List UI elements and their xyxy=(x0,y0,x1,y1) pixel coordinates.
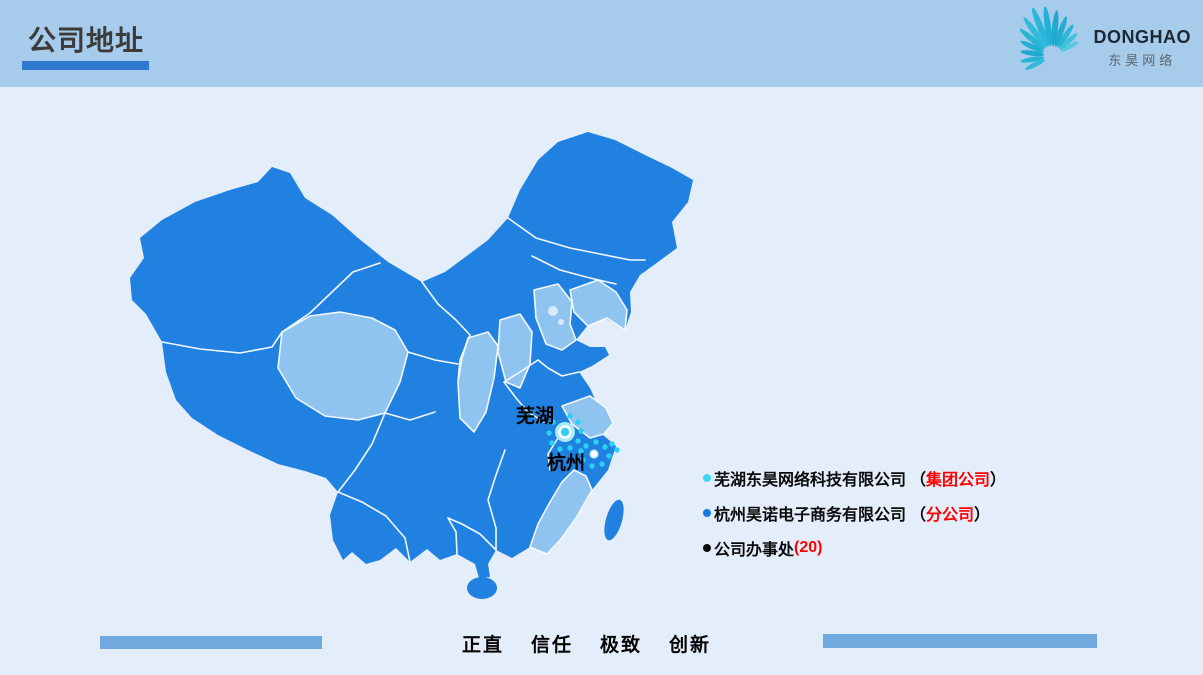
province-jiangsu xyxy=(561,395,614,439)
legend-highlight: (20) xyxy=(794,538,823,556)
legend-bullet-cyan xyxy=(703,473,711,482)
motto-word: 信任 xyxy=(531,635,574,656)
legend-label: 公司办事处 xyxy=(714,541,795,559)
marker-wuhu-hq xyxy=(555,422,575,442)
light-provinces xyxy=(277,279,628,555)
china-map-svg: 芜湖 杭州 xyxy=(130,132,693,599)
province-shaanxi xyxy=(457,331,499,433)
legend-item-offices: 公司办事处 (20) xyxy=(703,530,1006,565)
city-label-wuhu: 芜湖 xyxy=(516,404,554,427)
company-logo: DONGHAO 东昊网络 xyxy=(1019,4,1192,82)
page-title: 公司地址 xyxy=(28,25,145,56)
logo-brand: DONGHAO xyxy=(1093,27,1191,47)
province-tianjin xyxy=(558,319,564,325)
logo-text: DONGHAO 东昊网络 xyxy=(1094,27,1192,69)
province-fujian xyxy=(529,469,593,555)
company-motto: 正直 信任 极致 创新 xyxy=(462,630,711,657)
island-taiwan xyxy=(604,499,624,541)
legend-bullet-blue xyxy=(703,508,711,517)
province-borders xyxy=(161,217,646,563)
china-outline xyxy=(130,132,693,578)
province-beijing xyxy=(548,306,558,316)
legend-highlight: 分公司 xyxy=(926,506,975,524)
legend-item-branch: 杭州昊诺电子商务有限公司 （ 分公司 ） xyxy=(703,495,1006,530)
logo-brand-cn: 东昊网络 xyxy=(1108,53,1177,68)
legend-bullet-black xyxy=(703,543,711,552)
paren-open: （ xyxy=(910,471,927,489)
paren-open: （ xyxy=(910,506,927,524)
legend-label: 芜湖东昊网络科技有限公司 xyxy=(714,471,907,489)
office-dots-hangzhou xyxy=(578,439,620,469)
island-hainan xyxy=(467,577,497,599)
legend: 芜湖东昊网络科技有限公司 （ 集团公司 ） 杭州昊诺电子商务有限公司 （ 分公司… xyxy=(703,460,1006,565)
motto-word: 正直 xyxy=(462,635,505,656)
title-block: 公司地址 xyxy=(22,24,149,70)
title-underline xyxy=(22,60,149,70)
china-map: 芜湖 杭州 xyxy=(100,120,720,620)
province-hebei xyxy=(533,283,577,351)
paren-close: ） xyxy=(990,471,1007,489)
paren-close: ） xyxy=(974,506,991,524)
legend-item-group-hq: 芜湖东昊网络科技有限公司 （ 集团公司 ） xyxy=(703,460,1006,495)
header-band: 公司地址 xyxy=(0,0,1203,87)
city-label-hangzhou: 杭州 xyxy=(547,451,585,474)
legend-label: 杭州昊诺电子商务有限公司 xyxy=(714,506,907,524)
logo-fan-icon xyxy=(1019,6,1079,71)
marker-hangzhou-branch xyxy=(589,449,599,459)
province-qinghai xyxy=(277,311,409,421)
footer-bar-right xyxy=(823,634,1097,648)
footer-bar-left xyxy=(100,636,322,649)
province-liaoning xyxy=(569,279,628,331)
legend-highlight: 集团公司 xyxy=(926,471,991,489)
motto-word: 极致 xyxy=(600,635,643,656)
motto-word: 创新 xyxy=(669,635,712,656)
office-dots-wuhu xyxy=(546,413,584,452)
